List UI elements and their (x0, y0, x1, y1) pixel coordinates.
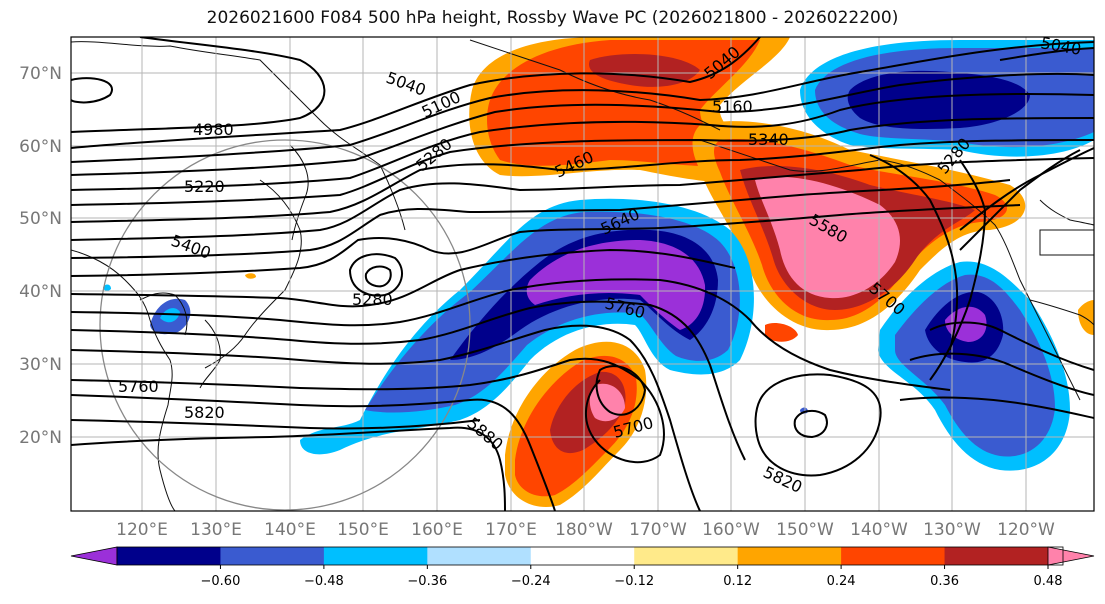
colorbar-tick-label: −0.36 (407, 574, 447, 589)
lat-label: 70°N (19, 64, 62, 84)
range-circle (99, 139, 471, 511)
lon-label: 120°W (997, 520, 1055, 540)
colorbar-ticks: −0.60 −0.48 −0.36 −0.24 −0.12 0.12 0.24 0.36 0.4… (201, 565, 1063, 589)
lat-label: 40°N (19, 282, 62, 302)
positive-anomaly-subtropics (505, 341, 647, 507)
contour-label: 4980 (193, 120, 234, 139)
lon-label: 150°E (337, 520, 389, 540)
lon-label: 120°E (116, 520, 168, 540)
lon-label: 130°E (190, 520, 242, 540)
colorbar-cell (944, 547, 1049, 565)
colorbar-cell (530, 547, 635, 565)
contour-label: 5040 (1039, 33, 1082, 59)
latitude-axis: 70°N 60°N 50°N 40°N 30°N 20°N (19, 64, 62, 448)
colorbar-tick-label: 0.24 (827, 574, 856, 589)
lat-label: 20°N (19, 428, 62, 448)
lon-label: 170°W (629, 520, 687, 540)
map-title: 2026021600 F084 500 hPa height, Rossby W… (206, 8, 899, 28)
positive-anomaly-gulf (692, 121, 1026, 342)
lon-label: 160°W (702, 520, 760, 540)
colorbar-tick-label: 0.36 (930, 574, 959, 589)
negative-anomaly-east-pacific (878, 261, 1070, 471)
contour-label: 5280 (352, 290, 393, 309)
lat-label: 50°N (19, 209, 62, 229)
colorbar-tick-label: −0.24 (511, 574, 551, 589)
colorbar-cell (117, 547, 221, 565)
lon-label: 180°W (555, 520, 613, 540)
colorbar-border (116, 546, 1064, 566)
colorbar-extend-low (70, 546, 118, 566)
lon-label: 150°W (776, 520, 834, 540)
lon-label: 140°W (850, 520, 908, 540)
colorbar-cell (220, 547, 325, 565)
contour-label: 5340 (748, 130, 789, 149)
lat-label: 60°N (19, 137, 62, 157)
lon-label: 130°W (923, 520, 981, 540)
colorbar-cell (737, 547, 842, 565)
colorbar-tick-label: 0.48 (1034, 574, 1063, 589)
colorbar-cell (634, 547, 739, 565)
colorbar-cell (427, 547, 532, 565)
longitude-axis: 120°E 130°E 140°E 150°E 160°E 170°E 180°… (116, 520, 1055, 540)
contour-label: 5820 (184, 403, 225, 422)
colorbar-tick-label: −0.60 (201, 574, 241, 589)
negative-anomaly-central-pacific (300, 198, 754, 455)
colorbar-cell (841, 547, 946, 565)
colorbar-tick-label: −0.48 (304, 574, 344, 589)
lon-label: 160°E (411, 520, 463, 540)
contour-label: 5160 (712, 97, 753, 116)
contour-label: 5220 (184, 177, 225, 196)
plot-border (70, 36, 1095, 512)
lon-label: 140°E (264, 520, 316, 540)
lon-label: 170°E (485, 520, 537, 540)
colorbar-cell (323, 547, 428, 565)
colorbar-cells (70, 546, 1095, 566)
contour-label: 5760 (118, 377, 159, 396)
lat-label: 30°N (19, 355, 62, 375)
colorbar-tick-label: 0.12 (723, 574, 752, 589)
colorbar: −0.60 −0.48 −0.36 −0.24 −0.12 0.12 0.24 0.36 0.4… (70, 546, 1095, 589)
colorbar-extend-high (1047, 546, 1095, 566)
height-contours (71, 37, 1094, 511)
colorbar-tick-label: −0.12 (614, 574, 654, 589)
